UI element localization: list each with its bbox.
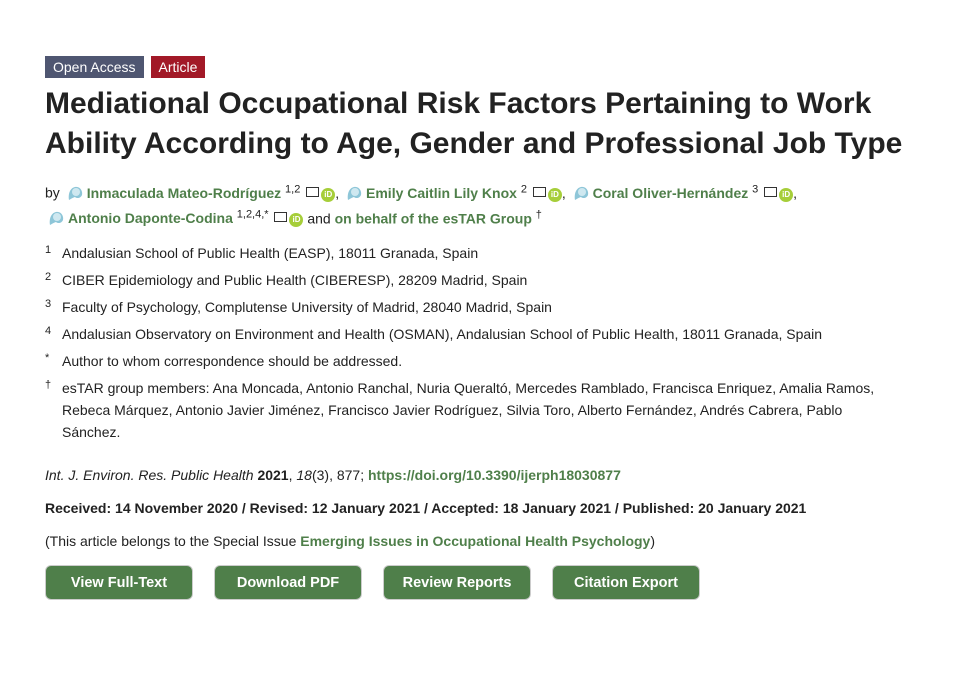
orcid-icon[interactable]: iD <box>779 187 794 202</box>
article-title: Mediational Occupational Risk Factors Pe… <box>45 87 903 160</box>
special-issue-link[interactable]: Emerging Issues in Occupational Health P… <box>300 533 651 550</box>
author: Emily Caitlin Lily Knox 2 iD, <box>343 183 570 202</box>
author-avatar-icon <box>347 186 362 200</box>
citation-export-button[interactable]: Citation Export <box>552 565 700 601</box>
affiliation-text: CIBER Epidemiology and Public Health (CI… <box>62 272 528 289</box>
comma: , <box>561 184 570 201</box>
volume: 18 <box>296 467 312 484</box>
orcid-icon[interactable]: iD <box>289 213 304 228</box>
download-pdf-button[interactable]: Download PDF <box>214 565 362 601</box>
email-icon[interactable] <box>274 212 288 223</box>
comma: , <box>793 184 798 201</box>
affiliation-number: 3 <box>45 298 52 311</box>
review-reports-button[interactable]: Review Reports <box>383 565 531 601</box>
affiliation-number: 1 <box>45 244 52 257</box>
author-name-link[interactable]: Antonio Daponte-Codina <box>68 210 233 227</box>
badges: Open Access Article <box>45 56 905 78</box>
open-access-badge: Open Access <box>45 56 144 78</box>
affiliation-text: Author to whom correspondence should be … <box>62 353 403 370</box>
affiliation-item: 2 CIBER Epidemiology and Public Health (C… <box>45 270 905 291</box>
view-full-text-button[interactable]: View Full-Text <box>45 565 193 601</box>
author: Inmaculada Mateo-Rodríguez 1,2 iD, <box>64 183 344 202</box>
author-affiliation: 2 <box>520 183 527 195</box>
affiliation-text: esTAR group members: Ana Moncada, Antoni… <box>62 380 875 441</box>
by-label: by <box>45 184 60 201</box>
affiliation-number: * <box>45 352 50 365</box>
comma: , <box>335 184 344 201</box>
affiliation-item: 3 Faculty of Psychology, Complutense Univ… <box>45 297 905 318</box>
email-icon[interactable] <box>532 186 546 197</box>
author-avatar-icon <box>574 186 588 200</box>
author-affiliation: 3 <box>752 183 759 195</box>
issue: (3), 877; <box>311 467 365 484</box>
group-affiliation: † <box>535 208 542 221</box>
special-issue: (This article belongs to the Special Iss… <box>45 533 905 549</box>
author-name-link[interactable]: Coral Oliver-Hernández <box>592 184 749 201</box>
affiliation-text: Andalusian Observatory on Environment an… <box>62 326 823 343</box>
author-list: by Inmaculada Mateo-Rodríguez 1,2 iD, Em… <box>45 178 905 229</box>
action-buttons: View Full-Text Download PDF Review Repor… <box>45 565 905 601</box>
affiliation-number: 4 <box>45 325 52 338</box>
affiliation-number: † <box>45 379 52 392</box>
email-icon[interactable] <box>764 186 778 197</box>
journal-name: Int. J. Environ. Res. Public Health <box>45 467 254 484</box>
affiliation-item: 4 Andalusian Observatory on Environment a… <box>45 324 905 345</box>
author-name-link[interactable]: Inmaculada Mateo-Rodríguez <box>86 184 282 201</box>
year: 2021 <box>257 467 289 484</box>
and-label: and <box>307 210 331 227</box>
special-issue-suffix: ) <box>650 533 656 550</box>
orcid-icon[interactable]: iD <box>321 187 336 202</box>
author-avatar-icon <box>68 186 82 200</box>
citation: Int. J. Environ. Res. Public Health 2021… <box>45 467 621 484</box>
special-issue-prefix: (This article belongs to the Special Iss… <box>45 533 301 550</box>
affiliation-text: Faculty of Psychology, Complutense Unive… <box>62 299 552 316</box>
affiliation-item: † esTAR group members: Ana Moncada, Anton… <box>45 378 905 443</box>
author-affiliation: 1,2 <box>285 183 301 195</box>
affiliation-number: 2 <box>45 271 52 284</box>
article-type-badge: Article <box>150 56 206 78</box>
author: Coral Oliver-Hernández 3 iD, <box>570 183 798 202</box>
affiliation-text: Andalusian School of Public Health (EASP… <box>62 245 479 262</box>
author-name-link[interactable]: Emily Caitlin Lily Knox <box>366 184 517 201</box>
author-avatar-icon <box>49 212 64 226</box>
affiliation-item: * Author to whom correspondence should be… <box>45 351 905 372</box>
author-affiliation: 1,2,4,* <box>236 208 269 221</box>
article-header: Open Access Article Mediational Occupati… <box>45 56 905 601</box>
orcid-icon[interactable]: iD <box>547 187 562 202</box>
affiliations: 1 Andalusian School of Public Health (EAS… <box>45 243 905 443</box>
email-icon[interactable] <box>306 186 320 197</box>
article-dates: Received: 14 November 2020 / Revised: 12… <box>45 500 807 517</box>
affiliation-item: 1 Andalusian School of Public Health (EAS… <box>45 243 905 264</box>
group-link[interactable]: on behalf of the esTAR Group <box>334 210 532 227</box>
author: Antonio Daponte-Codina 1,2,4,* iD <box>45 208 307 228</box>
doi-link[interactable]: https://doi.org/10.3390/ijerph18030877 <box>367 467 621 484</box>
